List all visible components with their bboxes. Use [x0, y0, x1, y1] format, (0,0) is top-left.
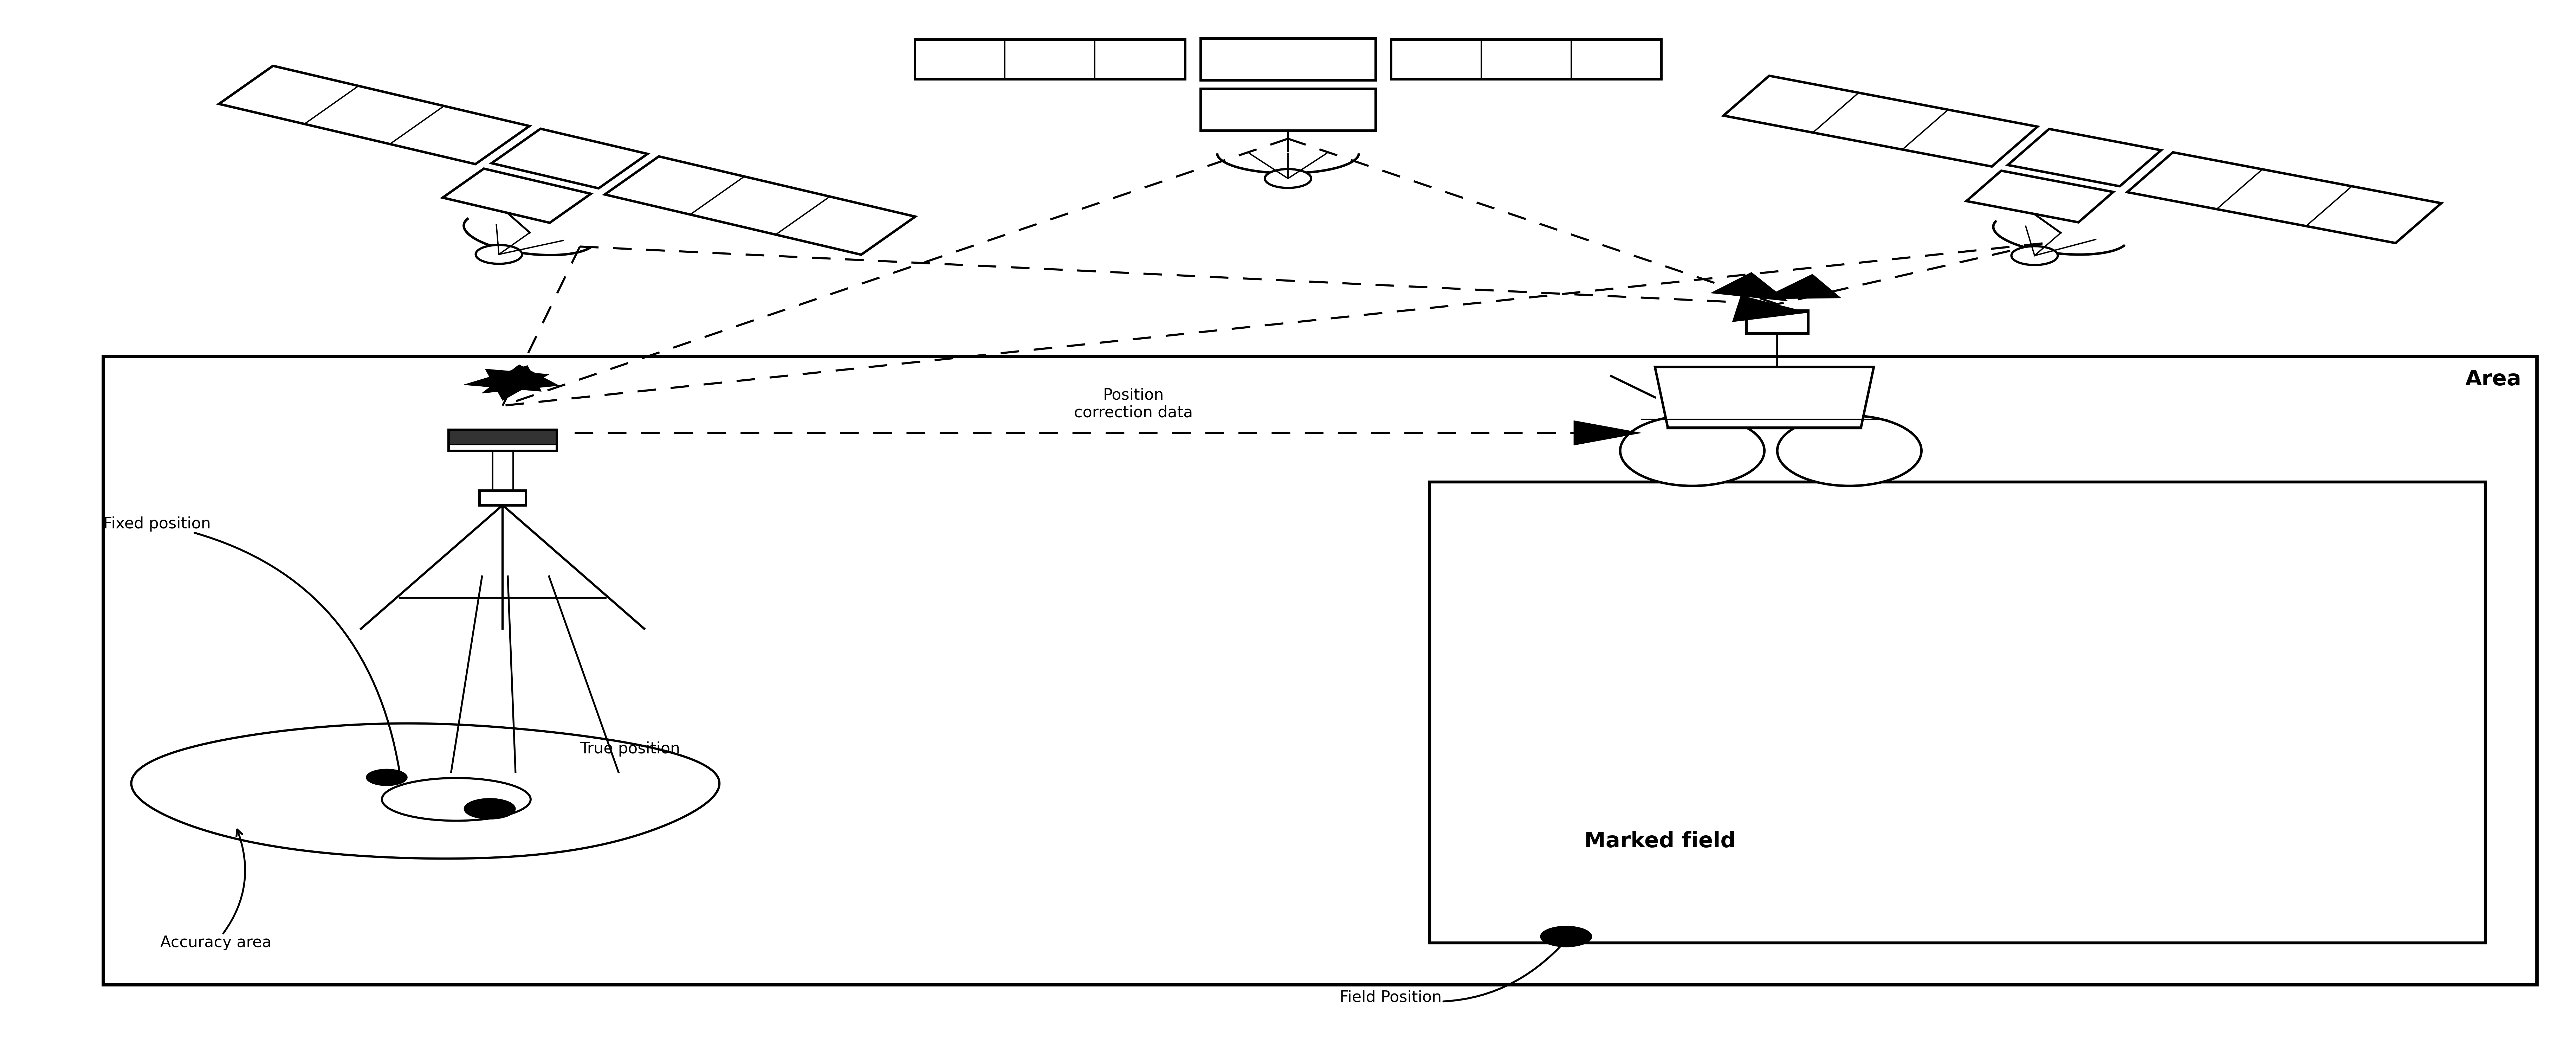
Circle shape: [464, 799, 515, 820]
FancyBboxPatch shape: [2128, 152, 2442, 243]
FancyBboxPatch shape: [914, 39, 1185, 79]
Circle shape: [477, 245, 523, 264]
FancyBboxPatch shape: [1747, 310, 1808, 333]
FancyBboxPatch shape: [1200, 88, 1376, 130]
Polygon shape: [1654, 367, 1873, 428]
Text: True position: True position: [580, 742, 680, 757]
Circle shape: [1540, 926, 1592, 947]
Polygon shape: [1762, 275, 1842, 299]
Circle shape: [1265, 169, 1311, 188]
Text: Marked field: Marked field: [1584, 831, 1736, 852]
FancyBboxPatch shape: [443, 169, 590, 223]
Text: Fixed position: Fixed position: [103, 517, 399, 771]
Polygon shape: [1734, 296, 1808, 322]
Circle shape: [366, 769, 407, 786]
Circle shape: [2012, 246, 2058, 265]
FancyBboxPatch shape: [1430, 482, 2486, 943]
Text: Area: Area: [2465, 369, 2522, 390]
FancyBboxPatch shape: [492, 129, 647, 189]
FancyBboxPatch shape: [219, 66, 531, 165]
Ellipse shape: [1777, 415, 1922, 486]
FancyBboxPatch shape: [1723, 75, 2038, 167]
Text: Position
correction data: Position correction data: [1074, 388, 1193, 420]
FancyBboxPatch shape: [1200, 38, 1376, 80]
FancyBboxPatch shape: [1965, 171, 2112, 222]
Polygon shape: [1574, 420, 1641, 445]
Ellipse shape: [1620, 415, 1765, 486]
Polygon shape: [484, 369, 549, 400]
Polygon shape: [482, 365, 559, 393]
Polygon shape: [1710, 272, 1788, 301]
Text: Field Position: Field Position: [1340, 932, 1574, 1005]
FancyBboxPatch shape: [605, 156, 914, 255]
FancyBboxPatch shape: [448, 430, 556, 444]
Ellipse shape: [381, 778, 531, 821]
FancyBboxPatch shape: [103, 356, 2537, 985]
Text: Accuracy area: Accuracy area: [160, 829, 270, 951]
FancyBboxPatch shape: [479, 490, 526, 505]
Polygon shape: [464, 366, 541, 391]
FancyBboxPatch shape: [448, 444, 556, 451]
FancyBboxPatch shape: [1391, 39, 1662, 79]
FancyBboxPatch shape: [2007, 129, 2161, 187]
